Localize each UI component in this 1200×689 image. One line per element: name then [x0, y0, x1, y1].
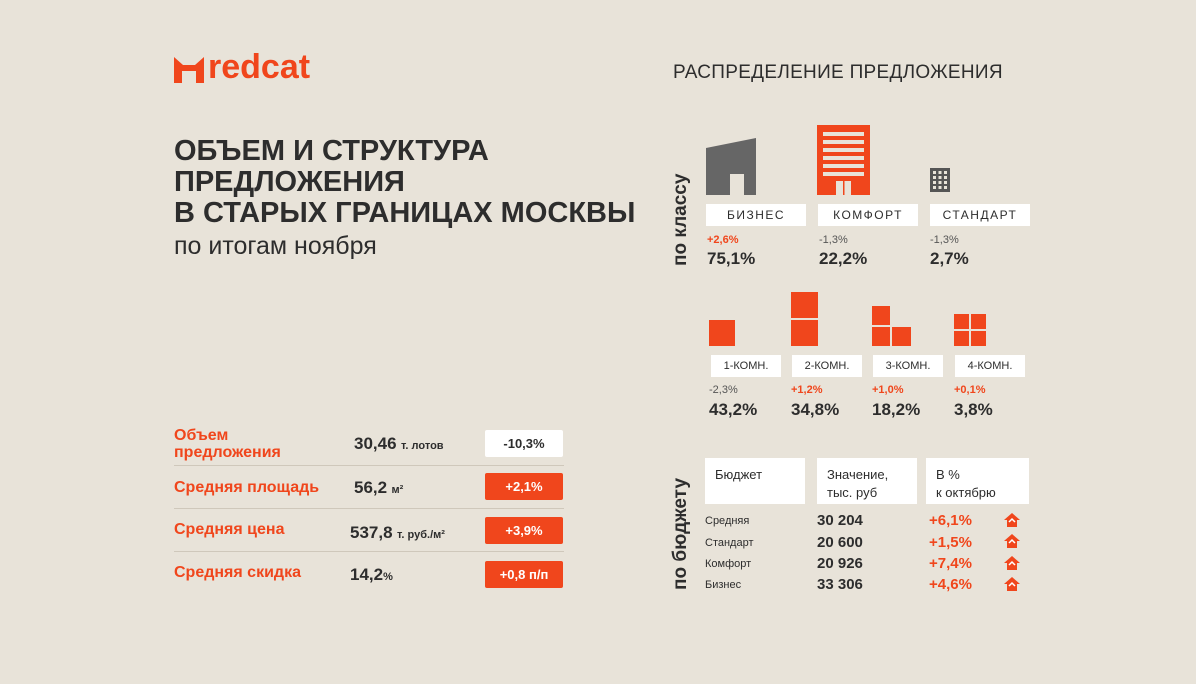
room-label-2: 2-КОМН.: [792, 355, 862, 377]
stat-badge-area: +2,1%: [485, 473, 563, 500]
room-delta-3: +1,0%: [872, 384, 904, 396]
stat-value-volume: 30,46 т. лотов: [354, 434, 444, 453]
divider: [174, 551, 564, 552]
budget-row-pct: +6,1%: [929, 512, 972, 529]
two-room-icon: [791, 292, 818, 346]
four-room-icon: [954, 314, 986, 346]
stat-label-volume: Объем предложения: [174, 427, 281, 461]
redcat-logo-icon: [174, 57, 204, 83]
brand-name: redcat: [208, 48, 311, 86]
business-building-icon: [706, 138, 756, 195]
room-value-4: 3,8%: [954, 400, 993, 419]
budget-row-pct: +7,4%: [929, 555, 972, 572]
budget-row-value: 30 204: [817, 512, 863, 529]
budget-row-pct: +4,6%: [929, 576, 972, 593]
room-delta-2: +1,2%: [791, 384, 823, 396]
class-delta-business: +2,6%: [707, 234, 739, 246]
budget-header-budget: Бюджет: [705, 458, 805, 504]
room-label-3: 3-КОМН.: [873, 355, 943, 377]
budget-row-label: Стандарт: [705, 537, 754, 549]
house-up-icon: [1004, 513, 1020, 527]
class-value-standard: 2,7%: [930, 249, 969, 268]
class-label-standard: СТАНДАРТ: [930, 204, 1030, 226]
stat-badge-price: +3,9%: [485, 517, 563, 544]
room-value-3: 18,2%: [872, 400, 921, 419]
budget-row-label: Комфорт: [705, 558, 752, 570]
room-label-4: 4-КОМН.: [955, 355, 1025, 377]
by-budget-label: по бюджету: [670, 477, 691, 590]
stat-label-discount: Средняя скидка: [174, 564, 301, 581]
budget-row-value: 20 926: [817, 555, 863, 572]
budget-row-label: Бизнес: [705, 579, 742, 591]
stat-badge-discount: +0,8 п/п: [485, 561, 563, 588]
house-up-icon: [1004, 577, 1020, 591]
standard-building-icon: [930, 168, 950, 192]
class-label-business: БИЗНЕС: [706, 204, 806, 226]
budget-row-value: 20 600: [817, 534, 863, 551]
stat-label-area: Средняя площадь: [174, 479, 320, 496]
stat-value-area: 56,2 м²: [354, 478, 404, 497]
class-delta-standard: -1,3%: [930, 234, 959, 246]
comfort-building-icon: [817, 125, 870, 195]
stat-value-discount: 14,2%: [350, 565, 393, 584]
class-delta-comfort: -1,3%: [819, 234, 848, 246]
one-room-icon: [709, 320, 735, 346]
room-value-2: 34,8%: [791, 400, 840, 419]
room-label-1: 1-КОМН.: [711, 355, 781, 377]
class-value-comfort: 22,2%: [819, 249, 868, 268]
house-up-icon: [1004, 556, 1020, 570]
stat-badge-volume: -10,3%: [485, 430, 563, 457]
stat-label-price: Средняя цена: [174, 521, 285, 538]
room-value-1: 43,2%: [709, 400, 758, 419]
divider: [174, 465, 564, 466]
budget-row-value: 33 306: [817, 576, 863, 593]
budget-header-pct: В % к октябрю: [926, 458, 1029, 504]
divider: [174, 508, 564, 509]
stat-value-price: 537,8 т. руб./м²: [350, 523, 445, 542]
page-subtitle: по итогам ноября: [174, 232, 377, 260]
budget-row-pct: +1,5%: [929, 534, 972, 551]
budget-row-label: Средняя: [705, 515, 750, 527]
room-delta-1: -2,3%: [709, 384, 738, 396]
by-class-label: по классу: [670, 173, 691, 266]
class-value-business: 75,1%: [707, 249, 756, 268]
page-title: ОБЪЕМ И СТРУКТУРА ПРЕДЛОЖЕНИЯ В СТАРЫХ Г…: [174, 135, 636, 229]
distribution-title: РАСПРЕДЕЛЕНИЕ ПРЕДЛОЖЕНИЯ: [673, 62, 1003, 83]
house-up-icon: [1004, 534, 1020, 548]
class-label-comfort: КОМФОРТ: [818, 204, 918, 226]
room-delta-4: +0,1%: [954, 384, 986, 396]
three-room-icon: [872, 306, 911, 346]
budget-header-value: Значение, тыс. руб: [817, 458, 917, 504]
